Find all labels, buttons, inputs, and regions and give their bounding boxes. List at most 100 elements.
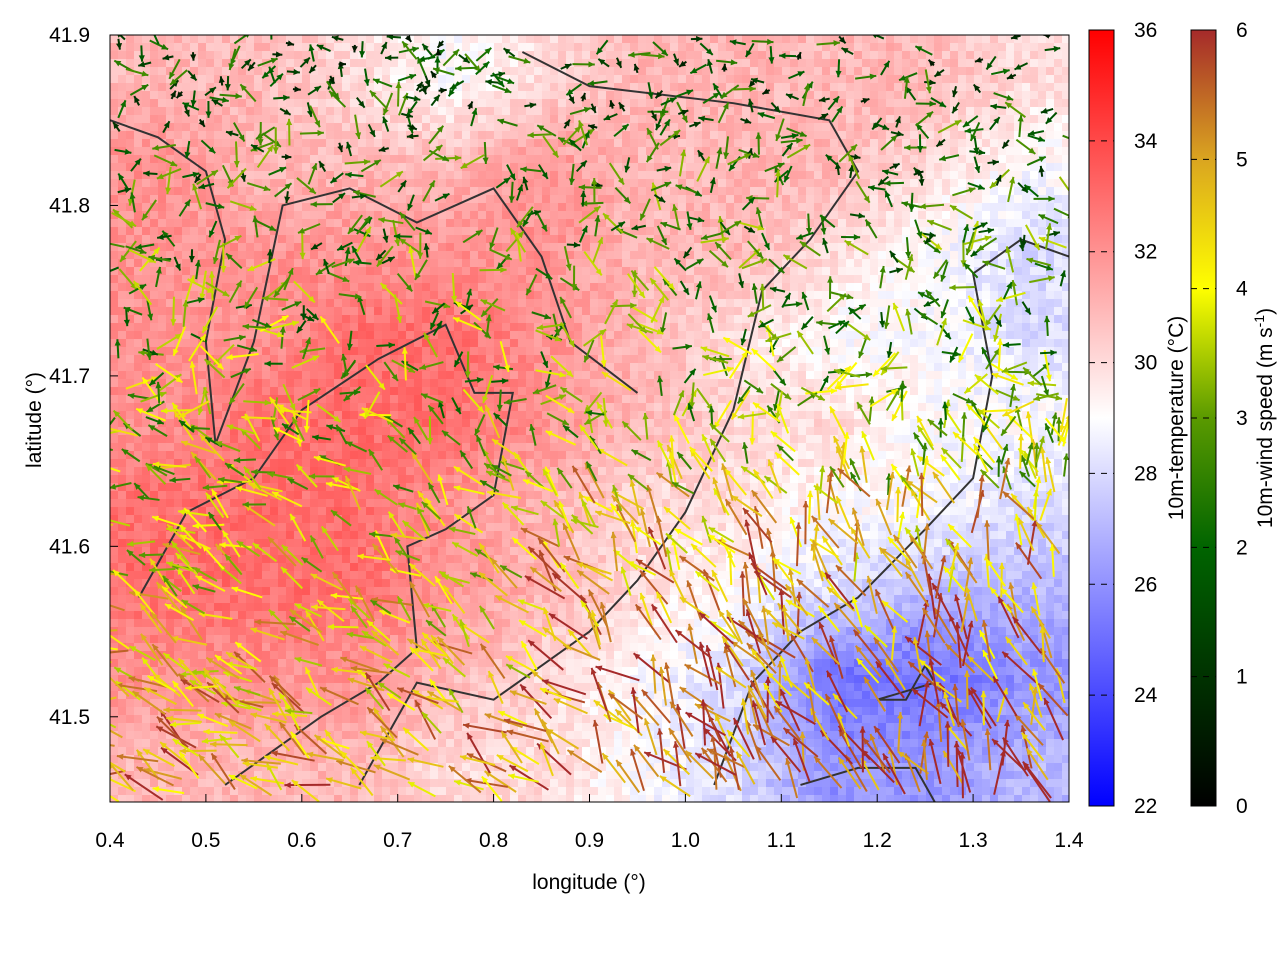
heat-cell	[398, 363, 406, 371]
heat-cell	[302, 235, 310, 243]
heat-cell	[438, 355, 446, 363]
heat-cell	[150, 707, 158, 715]
heat-cell	[366, 771, 374, 779]
heat-cell	[230, 707, 238, 715]
heat-cell	[382, 563, 390, 571]
heat-cell	[278, 603, 286, 611]
heat-cell	[126, 275, 134, 283]
heat-cell	[350, 459, 358, 467]
heat-cell	[494, 747, 502, 755]
heat-cell	[342, 307, 350, 315]
heat-cell	[294, 363, 302, 371]
heat-cell	[494, 187, 502, 195]
heat-cell	[446, 667, 454, 675]
heat-cell	[126, 299, 134, 307]
heat-cell	[222, 323, 230, 331]
heat-cell	[214, 715, 222, 723]
heat-cell	[190, 651, 198, 659]
heat-cell	[382, 355, 390, 363]
heat-cell	[286, 307, 294, 315]
heat-cell	[262, 795, 270, 802]
heat-cell	[246, 387, 254, 395]
heat-cell	[286, 427, 294, 435]
heat-cell	[518, 283, 526, 291]
heat-cell	[254, 635, 262, 643]
heat-cell	[214, 51, 222, 59]
heat-cell	[166, 739, 174, 747]
heat-cell	[238, 595, 246, 603]
heat-cell	[262, 243, 270, 251]
heat-cell	[406, 139, 414, 147]
heat-cell	[342, 643, 350, 651]
heat-cell	[510, 683, 518, 691]
heat-cell	[158, 731, 166, 739]
heat-cell	[446, 59, 454, 67]
heat-cell	[438, 523, 446, 531]
heat-cell	[446, 147, 454, 155]
heat-cell	[222, 483, 230, 491]
heat-cell	[286, 179, 294, 187]
heat-cell	[430, 107, 438, 115]
heat-cell	[326, 115, 334, 123]
heat-cell	[206, 707, 214, 715]
heat-cell	[254, 675, 262, 683]
heat-cell	[182, 795, 190, 802]
heat-cell	[374, 163, 382, 171]
heat-cell	[302, 395, 310, 403]
heat-cell	[254, 667, 262, 675]
heat-cell	[470, 43, 478, 51]
heat-cell	[254, 147, 262, 155]
heat-cell	[390, 107, 398, 115]
heat-cell	[134, 731, 142, 739]
heat-cell	[374, 51, 382, 59]
heat-cell	[238, 363, 246, 371]
heat-cell	[422, 451, 430, 459]
heat-cell	[342, 35, 350, 43]
heat-cell	[270, 251, 278, 259]
heat-cell	[438, 283, 446, 291]
heat-cell	[398, 579, 406, 587]
heat-cell	[110, 163, 118, 171]
heat-cell	[334, 379, 342, 387]
heat-cell	[230, 699, 238, 707]
heat-cell	[462, 283, 470, 291]
heat-cell	[310, 691, 318, 699]
heat-cell	[278, 539, 286, 547]
heat-cell	[390, 587, 398, 595]
heat-cell	[310, 411, 318, 419]
heat-cell	[182, 675, 190, 683]
heat-cell	[206, 115, 214, 123]
heat-cell	[510, 643, 518, 651]
heat-cell	[134, 67, 142, 75]
heat-cell	[478, 515, 486, 523]
heat-cell	[478, 747, 486, 755]
heat-cell	[518, 363, 526, 371]
heat-cell	[390, 787, 398, 795]
heat-cell	[198, 571, 206, 579]
heat-cell	[166, 755, 174, 763]
heat-cell	[398, 611, 406, 619]
heat-cell	[430, 675, 438, 683]
heat-cell	[286, 531, 294, 539]
heat-cell	[270, 579, 278, 587]
heat-cell	[310, 491, 318, 499]
heat-cell	[518, 387, 526, 395]
heat-cell	[302, 371, 310, 379]
heat-cell	[110, 387, 118, 395]
heat-cell	[142, 739, 150, 747]
heat-cell	[406, 739, 414, 747]
heat-cell	[326, 235, 334, 243]
heat-cell	[262, 203, 270, 211]
heat-cell	[166, 339, 174, 347]
heat-cell	[318, 563, 326, 571]
heat-cell	[150, 547, 158, 555]
heat-cell	[342, 611, 350, 619]
heat-cell	[294, 467, 302, 475]
heat-cell	[446, 67, 454, 75]
heat-cell	[238, 259, 246, 267]
heat-cell	[358, 275, 366, 283]
heat-cell	[366, 467, 374, 475]
heat-cell	[422, 699, 430, 707]
heat-cell	[126, 523, 134, 531]
heat-cell	[326, 715, 334, 723]
